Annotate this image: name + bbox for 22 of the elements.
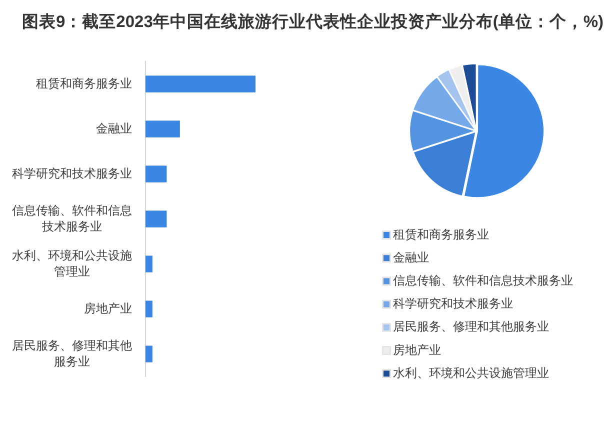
y-tick-label: 金融业 <box>96 121 132 136</box>
bar <box>146 256 152 272</box>
text: 图表9：截至2023年中国在线旅游行业代表性企业投资产业分布(单位：个，%) <box>22 12 604 33</box>
legend-label: 居民服务、修理和其他服务业 <box>393 320 549 334</box>
legend-label: 房地产业 <box>393 342 441 357</box>
bar <box>146 210 167 228</box>
y-tick-label: 信息传输、软件和信息技术服务业 <box>12 203 132 234</box>
legend-label: 水利、环境和公共设施管理业 <box>393 366 549 380</box>
legend-label: 租赁和商务服务业 <box>393 227 489 242</box>
legend-label: 信息传输、软件和信息技术服务业 <box>393 274 573 288</box>
y-tick-label: 租赁和商务服务业 <box>36 76 132 90</box>
bar <box>146 76 256 92</box>
bar <box>146 120 180 138</box>
legend-label: 科学研究和技术服务业 <box>393 296 513 311</box>
legend-label: 金融业 <box>393 250 429 264</box>
bar <box>146 300 152 318</box>
y-tick-label: 居民服务、修理和其他服务业 <box>12 338 132 368</box>
y-tick-label: 水利、环境和公共设施管理业 <box>12 248 132 278</box>
bar <box>146 346 152 362</box>
bar <box>146 166 167 182</box>
y-tick-label: 科学研究和技术服务业 <box>12 166 132 180</box>
y-tick-label: 房地产业 <box>84 301 132 316</box>
